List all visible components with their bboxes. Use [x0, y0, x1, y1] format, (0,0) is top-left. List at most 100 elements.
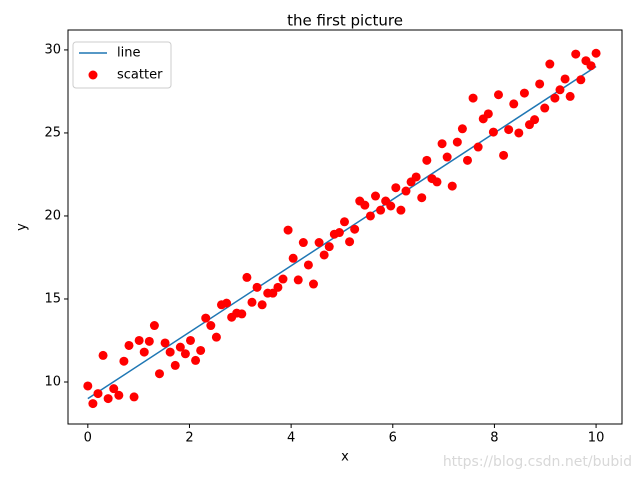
scatter-point — [185, 335, 195, 345]
scatter-point — [93, 389, 103, 399]
legend-marker — [88, 70, 98, 80]
scatter-point — [499, 150, 509, 160]
scatter-point — [308, 279, 318, 289]
scatter-point — [586, 61, 596, 71]
x-tick-label: 6 — [389, 431, 397, 446]
scatter-point — [314, 238, 324, 248]
y-tick-label: 15 — [44, 291, 61, 306]
scatter-point — [247, 297, 257, 307]
scatter-point — [201, 313, 211, 323]
scatter-point — [452, 137, 462, 147]
y-tick-label: 20 — [44, 208, 61, 223]
scatter-point — [334, 228, 344, 238]
scatter-point — [565, 91, 575, 101]
scatter-point — [293, 275, 303, 285]
scatter-point — [268, 288, 278, 298]
scatter-point — [391, 183, 401, 193]
scatter-point — [560, 74, 570, 84]
scatter-point — [535, 79, 545, 89]
scatter-point — [530, 115, 540, 125]
axes-frame — [67, 29, 623, 425]
scatter-point — [170, 360, 180, 370]
scatter-point — [432, 177, 442, 187]
scatter-point — [545, 59, 555, 69]
scatter-point — [283, 225, 293, 235]
scatter-point — [360, 200, 370, 210]
scatter-point — [576, 75, 586, 85]
scatter-point — [288, 253, 298, 263]
scatter-point — [180, 349, 190, 359]
scatter-point — [550, 93, 560, 103]
scatter-point — [191, 355, 201, 365]
scatter-point — [411, 172, 421, 182]
scatter-point — [417, 193, 427, 203]
y-tick-label: 30 — [44, 42, 61, 57]
scatter-point — [303, 260, 313, 270]
scatter-point — [339, 217, 349, 227]
chart-title: the first picture — [287, 12, 403, 30]
watermark: https://blog.csdn.net/bubid — [443, 454, 632, 470]
x-tick-label: 0 — [84, 431, 92, 446]
scatter-point — [88, 399, 98, 409]
scatter-point — [540, 103, 550, 113]
scatter-point — [144, 336, 154, 346]
scatter-point — [457, 124, 467, 134]
scatter-point — [103, 394, 113, 404]
scatter-point — [324, 242, 334, 252]
legend-label: line — [117, 46, 140, 61]
scatter-point — [139, 347, 149, 357]
scatter-point — [149, 321, 159, 331]
scatter-point — [211, 332, 221, 342]
scatter-point — [442, 152, 452, 162]
scatter-point — [98, 350, 108, 360]
x-tick-label: 8 — [490, 431, 498, 446]
scatter-point — [237, 309, 247, 319]
scatter-point — [591, 48, 601, 58]
y-axis-label: y — [15, 223, 30, 231]
scatter-point — [386, 201, 396, 211]
scatter-point — [222, 298, 232, 308]
scatter-point — [165, 347, 175, 357]
scatter-point — [134, 335, 144, 345]
scatter-point — [370, 191, 380, 201]
scatter-point — [345, 237, 355, 247]
scatter-point — [504, 125, 514, 135]
scatter-point — [273, 282, 283, 292]
scatter-point — [514, 128, 524, 138]
legend-label: scatter — [117, 68, 163, 83]
scatter-point — [175, 342, 185, 352]
scatter-point — [154, 369, 164, 379]
scatter-point — [129, 392, 139, 402]
scatter-point — [401, 186, 411, 196]
scatter-point — [519, 88, 529, 98]
scatter-point — [124, 340, 134, 350]
x-tick-label: 10 — [588, 431, 605, 446]
scatter-point — [83, 381, 93, 391]
scatter-point — [119, 356, 129, 366]
y-tick-label: 10 — [44, 374, 61, 389]
scatter-point — [447, 181, 457, 191]
scatter-point — [483, 109, 493, 119]
x-tick-label: 2 — [185, 431, 193, 446]
scatter-point — [196, 345, 206, 355]
scatter-point — [437, 139, 447, 149]
scatter-point — [376, 205, 386, 215]
scatter-point — [365, 211, 375, 221]
scatter-point — [278, 274, 288, 284]
x-tick-label: 4 — [287, 431, 295, 446]
scatter-point — [252, 282, 262, 292]
scatter-point — [242, 272, 252, 282]
scatter-point — [555, 85, 565, 95]
x-axis-label: x — [341, 450, 349, 465]
scatter-point — [571, 49, 581, 59]
scatter-point — [257, 300, 267, 310]
scatter-point — [396, 205, 406, 215]
scatter-point — [206, 321, 216, 331]
scatter-point — [298, 238, 308, 248]
scatter-point — [109, 384, 119, 394]
scatter-point — [160, 338, 170, 348]
scatter-point — [319, 250, 329, 260]
y-tick-label: 25 — [44, 125, 61, 140]
scatter-point — [462, 155, 472, 165]
